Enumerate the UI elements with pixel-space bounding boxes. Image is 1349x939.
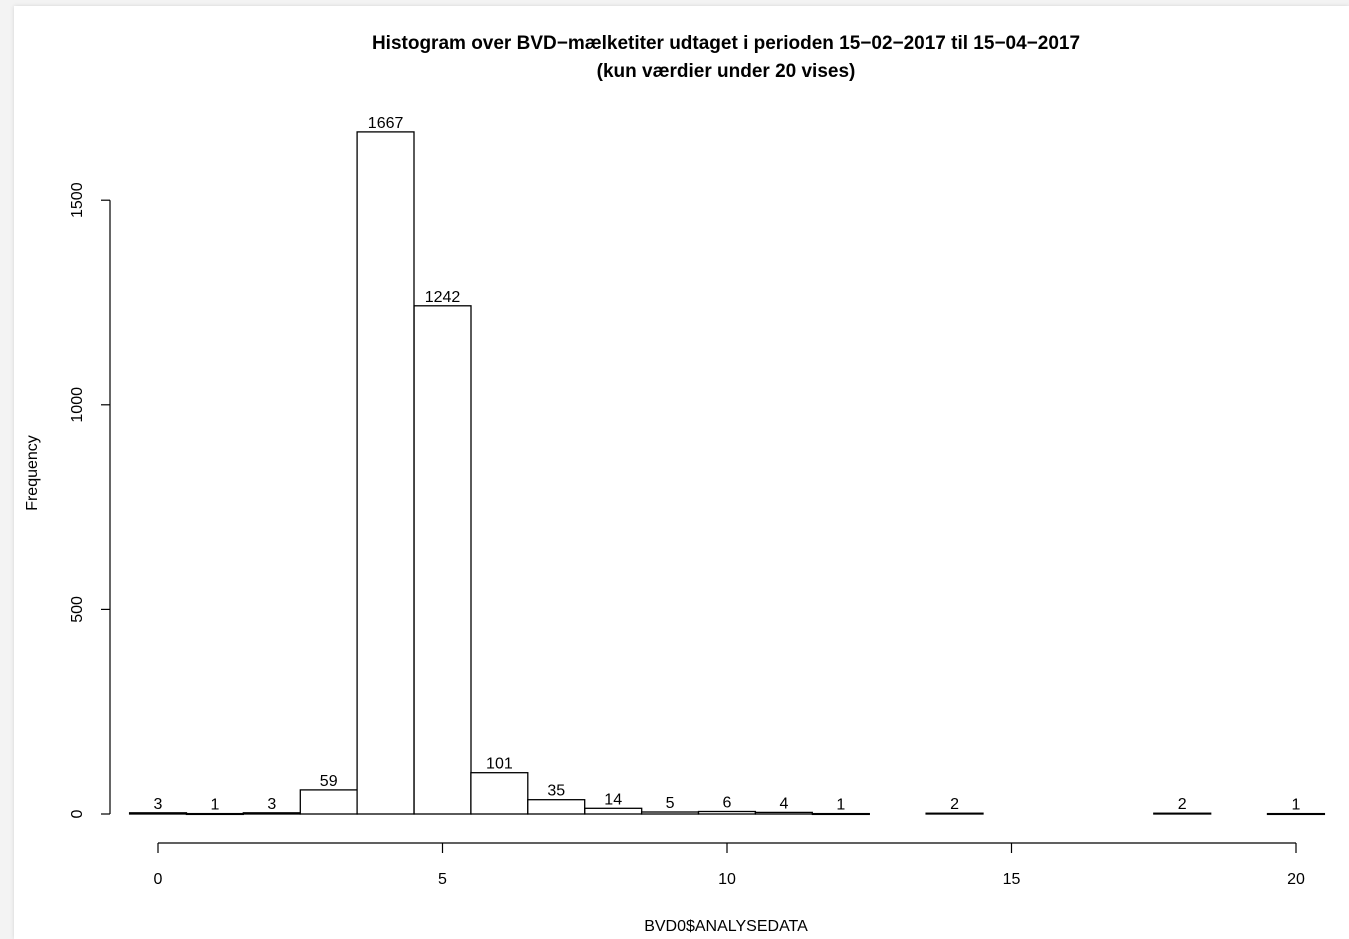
bar-count-label: 2 xyxy=(950,796,959,813)
x-tick-label: 10 xyxy=(718,871,736,888)
y-axis: 0 500 1000 1500 xyxy=(69,182,111,818)
bar-count-label: 3 xyxy=(154,796,163,813)
y-tick-label: 1000 xyxy=(69,387,86,423)
histogram-bar xyxy=(242,812,301,815)
bar-count-label: 3 xyxy=(267,796,276,813)
histogram-bar xyxy=(925,812,984,815)
histogram-bar xyxy=(697,810,757,815)
x-tick-label: 0 xyxy=(154,871,163,888)
y-axis-label: Frequency xyxy=(24,435,41,511)
bar-count-label: 1 xyxy=(836,797,845,814)
histogram-bar xyxy=(356,131,415,815)
histogram-bar xyxy=(128,812,188,815)
bar-count-label: 1 xyxy=(210,797,219,814)
histogram-bar xyxy=(1266,812,1326,816)
histogram-bar xyxy=(811,812,870,816)
bar-count-label: 14 xyxy=(604,791,622,808)
bar-count-label: 1242 xyxy=(425,289,461,306)
chart-subtitle: (kun værdier under 20 vises) xyxy=(597,61,856,82)
bar-count-label: 35 xyxy=(547,783,565,800)
x-tick-label: 15 xyxy=(1003,871,1021,888)
histogram-bar xyxy=(640,811,700,815)
histogram-bar xyxy=(1153,812,1212,815)
bar-count-label: 1667 xyxy=(368,115,404,132)
bar-labels-group: 3 1 3 59 1667 1242 101 35 14 5 6 4 1 2 2 1 xyxy=(154,115,1301,814)
bar-count-label: 101 xyxy=(486,756,513,773)
plot-panel xyxy=(14,6,1349,939)
y-tick-label: 0 xyxy=(69,809,86,818)
histogram-bar xyxy=(470,772,529,815)
bars-group xyxy=(128,131,1326,816)
bar-count-label: 59 xyxy=(320,773,338,790)
chart-title: Histogram over BVD−mælketiter udtaget i … xyxy=(372,33,1080,54)
bar-count-label: 1 xyxy=(1292,797,1301,814)
histogram-bar xyxy=(185,812,244,816)
histogram-bar xyxy=(584,807,643,815)
x-axis: 0 5 10 15 20 xyxy=(154,842,1305,888)
x-axis-label: BVD0$ANALYSEDATA xyxy=(644,918,808,935)
histogram-bar xyxy=(754,811,813,815)
histogram-bar xyxy=(527,799,586,815)
bar-count-label: 4 xyxy=(779,795,788,812)
x-tick-label: 5 xyxy=(438,871,447,888)
x-tick-label: 20 xyxy=(1287,871,1305,888)
y-tick-label: 1500 xyxy=(69,182,86,218)
y-tick-label: 500 xyxy=(69,596,86,623)
bar-count-label: 5 xyxy=(666,795,675,812)
bar-count-label: 2 xyxy=(1178,796,1187,813)
histogram-bar xyxy=(299,789,358,815)
histogram-bar xyxy=(413,305,472,815)
bar-count-label: 6 xyxy=(723,795,732,812)
